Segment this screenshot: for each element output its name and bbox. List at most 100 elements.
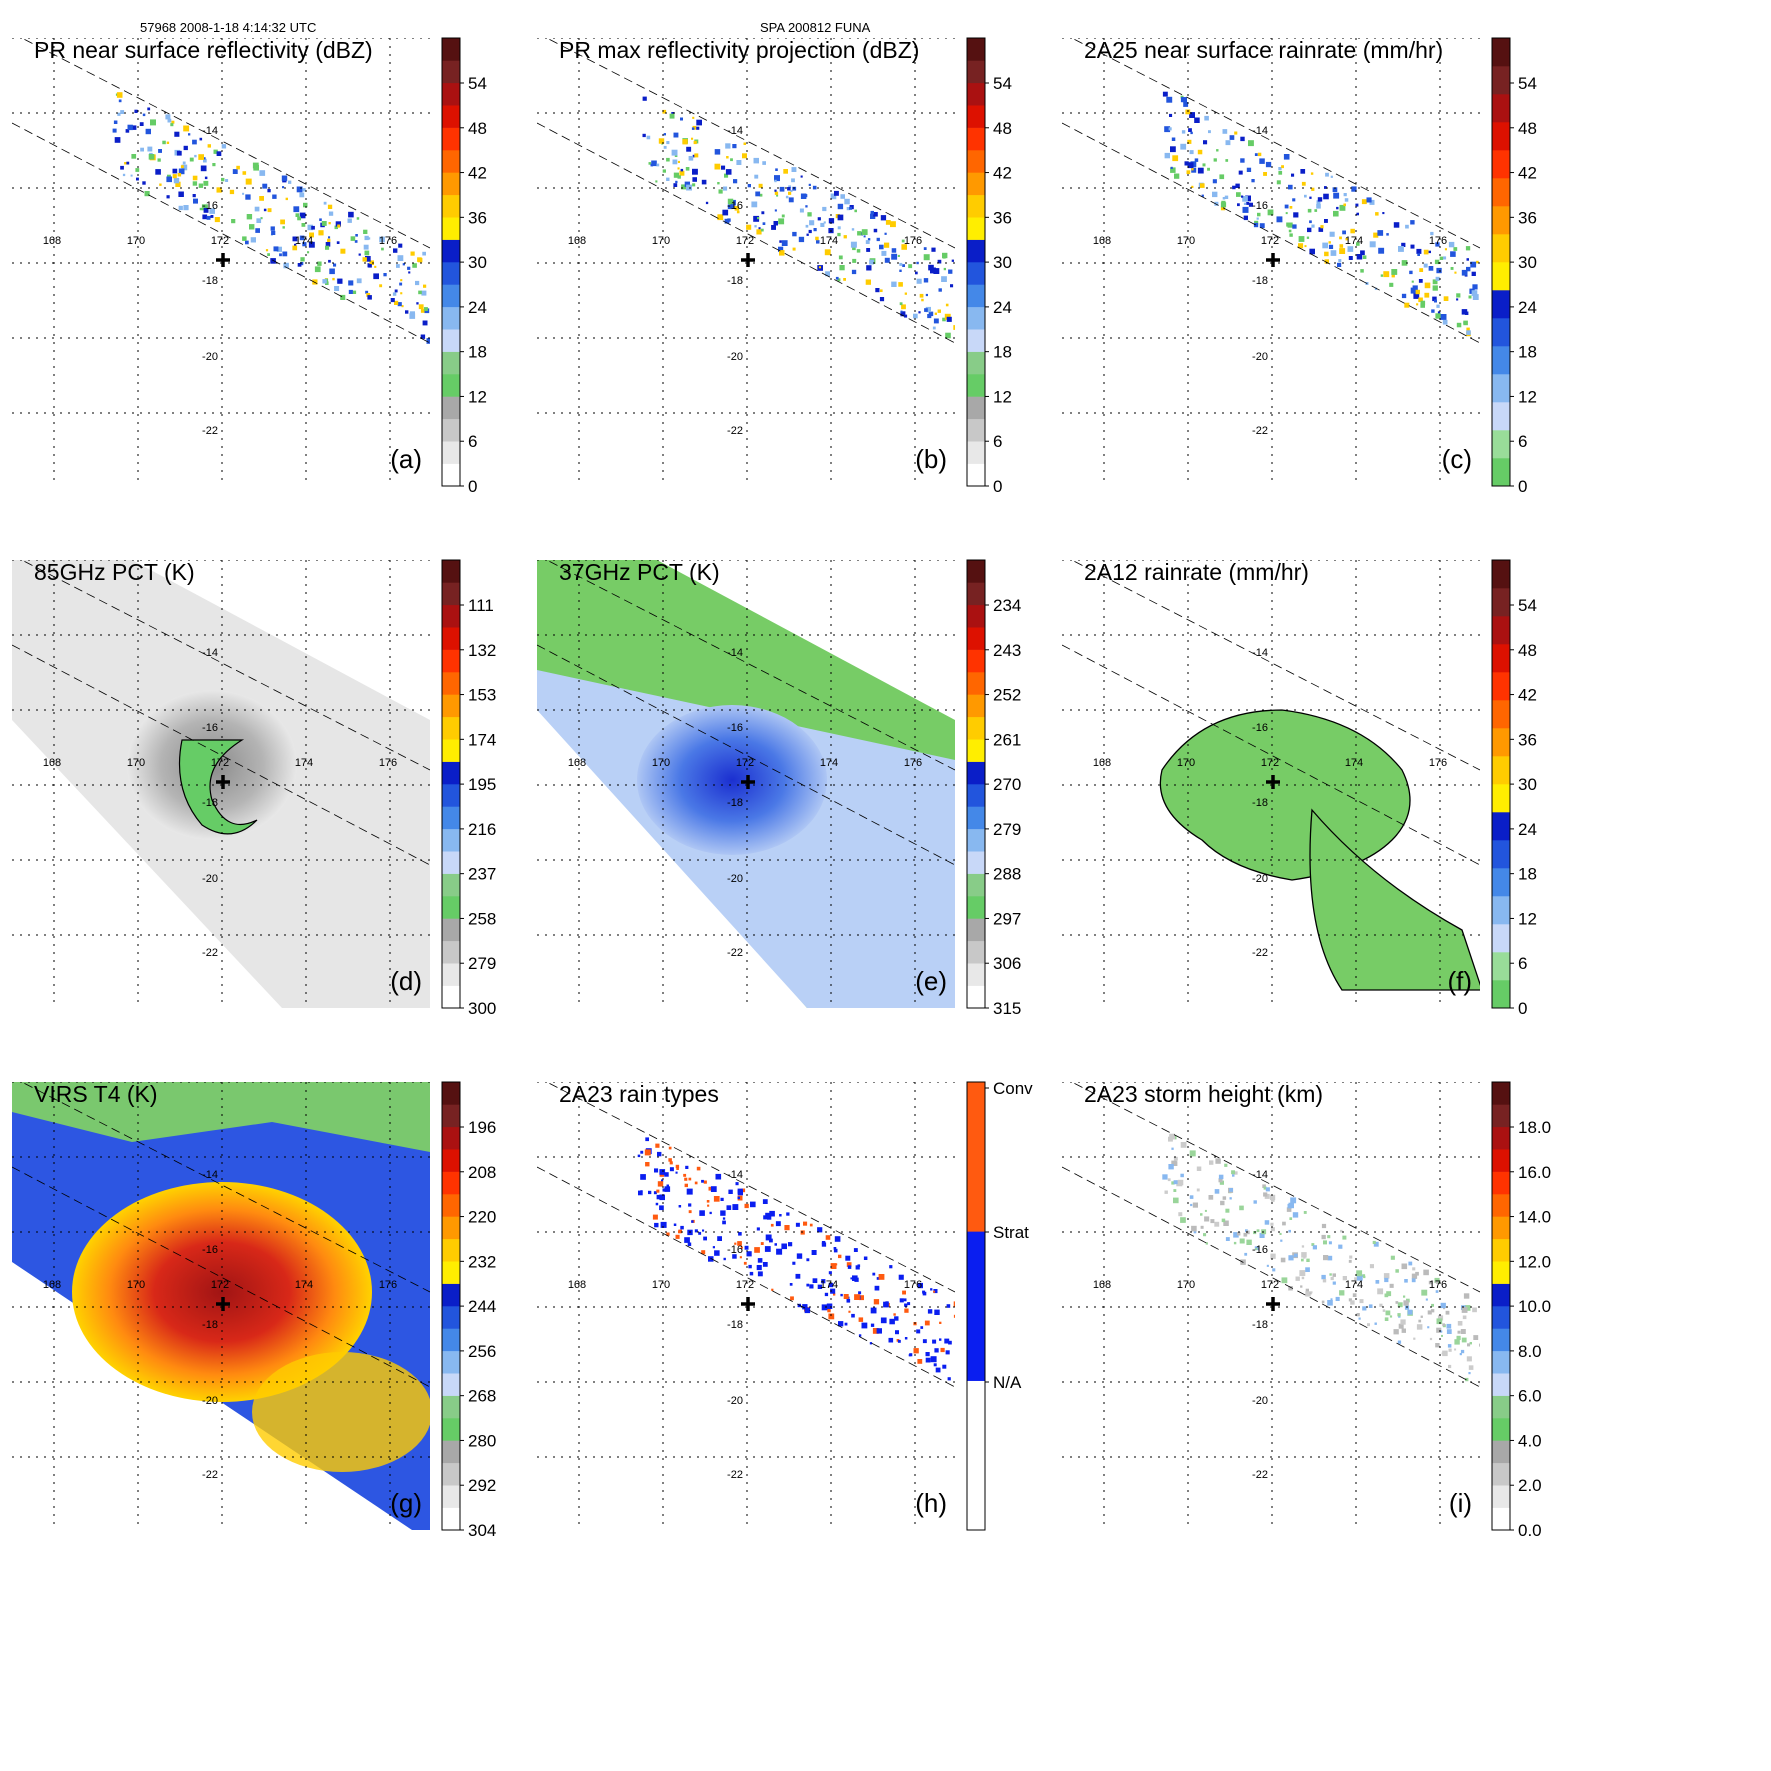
colorbar-segment — [967, 441, 985, 464]
colorbar-segment — [442, 1507, 460, 1531]
lon-label: 168 — [1093, 1279, 1111, 1291]
colorbar-segment — [442, 896, 460, 919]
colorbar-segment — [967, 963, 985, 986]
colorbar-segment — [967, 82, 985, 106]
colorbar-tick-label: 54 — [1518, 596, 1537, 615]
colorbar-tick-label: 48 — [1518, 641, 1537, 660]
colorbar-segment — [1492, 262, 1510, 291]
colorbar-tick-label: 268 — [468, 1387, 496, 1406]
colorbar-tick-label: 258 — [468, 909, 496, 928]
colorbar-segment — [442, 873, 460, 897]
colorbar-segment — [1492, 1462, 1510, 1486]
colorbar-segment — [967, 374, 985, 397]
lon-label: 176 — [1429, 235, 1447, 247]
lat-label: -16 — [1252, 722, 1268, 734]
pr-swath-edge — [545, 560, 955, 771]
storm-center-marker — [741, 1297, 755, 1311]
lon-label: 170 — [652, 1279, 670, 1291]
colorbar-tick-label: 36 — [1518, 208, 1537, 227]
lon-label: 178 — [1513, 235, 1531, 247]
colorbar-segment — [442, 739, 460, 762]
pr-swath-edge — [1062, 1166, 1480, 1388]
colorbar-segment — [442, 150, 460, 173]
lat-label: -22 — [1252, 1469, 1268, 1481]
colorbar-tick-label: 48 — [468, 119, 487, 138]
storm-center-marker — [741, 775, 755, 789]
lon-label: 178 — [988, 757, 1006, 769]
colorbar-tick-label: 0 — [993, 477, 1002, 496]
colorbar-tick-label: 54 — [1518, 74, 1537, 93]
panel-label: (i) — [1449, 1488, 1472, 1518]
colorbar-tick-label: 30 — [1518, 253, 1537, 272]
colorbar-segment — [442, 441, 460, 464]
colorbar-segment — [1492, 1350, 1510, 1374]
colorbar-tick-label: 279 — [993, 820, 1021, 839]
colorbar-segment — [967, 985, 985, 1009]
colorbar-segment — [1492, 430, 1510, 459]
panel-label: (c) — [1442, 444, 1472, 474]
colorbar-segment — [1492, 318, 1510, 347]
lat-label: -18 — [202, 1319, 218, 1331]
colorbar-segment — [442, 1418, 460, 1441]
colorbar-segment — [967, 217, 985, 240]
lat-label: -14 — [727, 647, 743, 659]
lon-label: 174 — [295, 1279, 313, 1291]
lon-label: 176 — [904, 235, 922, 247]
lat-label: -18 — [727, 275, 743, 287]
colorbar-tick-label: 261 — [993, 730, 1021, 749]
lon-label: 168 — [43, 1279, 61, 1291]
colorbar-segment — [442, 194, 460, 218]
lon-label: 172 — [1261, 757, 1279, 769]
colorbar-tick-label: 6 — [1518, 954, 1527, 973]
storm-center-marker — [216, 253, 230, 267]
colorbar-tick-label: 54 — [468, 74, 487, 93]
colorbar-segment — [1492, 374, 1510, 403]
panel-label: (d) — [390, 966, 422, 996]
colorbar-tick-label: 220 — [468, 1208, 496, 1227]
colorbar-segment — [967, 1231, 985, 1381]
colorbar-segment — [1492, 150, 1510, 179]
colorbar-segment — [1492, 644, 1510, 673]
panel-h-map: 168 170 172 174 176 178 -12 -14 -16 -18 -20 -22 — [537, 1073, 955, 1530]
panel-label: (h) — [915, 1488, 947, 1518]
colorbar-segment — [967, 940, 985, 964]
lat-label: -20 — [1252, 873, 1268, 885]
colorbar-segment — [1492, 868, 1510, 897]
lon-label: 174 — [820, 757, 838, 769]
storm-center-marker — [216, 1297, 230, 1311]
colorbar-segment — [442, 806, 460, 830]
panel-label: (a) — [390, 444, 422, 474]
colorbar-segment — [1492, 1149, 1510, 1172]
colorbar-segment — [967, 329, 985, 352]
colorbar-tick-label: 196 — [468, 1118, 496, 1137]
colorbar-segment — [442, 1149, 460, 1172]
colorbar-segment — [1492, 1082, 1510, 1105]
colorbar-segment — [442, 463, 460, 487]
storm-center-marker — [1266, 1297, 1280, 1311]
colorbar-segment — [1492, 616, 1510, 645]
lat-label: -18 — [727, 797, 743, 809]
colorbar-segment — [1492, 952, 1510, 981]
colorbar-segment — [1492, 700, 1510, 729]
lat-label: -18 — [1252, 275, 1268, 287]
colorbar-segment — [1492, 1440, 1510, 1464]
colorbar-segment — [967, 918, 985, 942]
colorbar-segment — [442, 105, 460, 128]
colorbar-segment — [967, 672, 985, 695]
pr-swath-edge — [1070, 38, 1480, 249]
pr-swath-edge — [1062, 122, 1480, 344]
lat-label: -18 — [202, 797, 218, 809]
colorbar-tick-label: 6.0 — [1518, 1387, 1542, 1406]
lat-label: -12 — [727, 1073, 743, 1085]
colorbar-segment — [442, 1238, 460, 1262]
colorbar-tick-label: 243 — [993, 641, 1021, 660]
lat-label: -14 — [202, 125, 218, 137]
lon-label: 168 — [568, 757, 586, 769]
colorbar-segment — [967, 761, 985, 785]
colorbar-segment — [442, 627, 460, 650]
colorbar-segment — [1492, 122, 1510, 151]
lon-label: 178 — [1513, 1279, 1531, 1291]
lat-label: -14 — [727, 1169, 743, 1181]
colorbar-segment — [442, 1350, 460, 1374]
virs-band — [252, 1352, 430, 1472]
